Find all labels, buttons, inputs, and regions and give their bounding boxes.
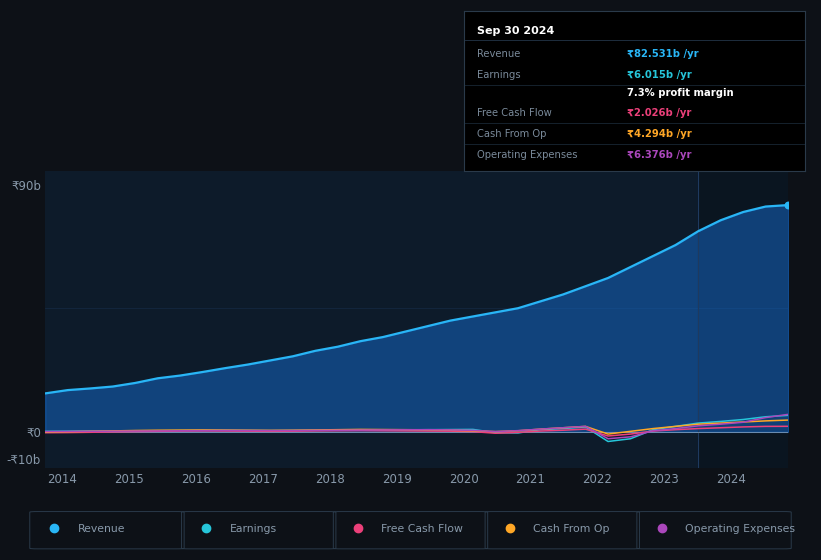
Text: Operating Expenses: Operating Expenses	[478, 150, 578, 160]
Text: Cash From Op: Cash From Op	[533, 524, 609, 534]
Text: ₹6.015b /yr: ₹6.015b /yr	[627, 70, 692, 80]
Text: Earnings: Earnings	[229, 524, 277, 534]
Text: Free Cash Flow: Free Cash Flow	[478, 108, 553, 118]
Text: Revenue: Revenue	[78, 524, 125, 534]
Text: Free Cash Flow: Free Cash Flow	[381, 524, 463, 534]
Text: ₹82.531b /yr: ₹82.531b /yr	[627, 49, 699, 59]
Text: Sep 30 2024: Sep 30 2024	[478, 26, 555, 36]
Point	[782, 200, 795, 209]
Text: Cash From Op: Cash From Op	[478, 129, 547, 139]
Text: Earnings: Earnings	[478, 70, 521, 80]
Text: Operating Expenses: Operating Expenses	[685, 524, 795, 534]
Text: ₹4.294b /yr: ₹4.294b /yr	[627, 129, 692, 139]
Text: ₹2.026b /yr: ₹2.026b /yr	[627, 108, 692, 118]
Text: ₹6.376b /yr: ₹6.376b /yr	[627, 150, 692, 160]
Bar	[698, 171, 788, 468]
Text: 7.3% profit margin: 7.3% profit margin	[627, 87, 734, 97]
Text: Revenue: Revenue	[478, 49, 521, 59]
